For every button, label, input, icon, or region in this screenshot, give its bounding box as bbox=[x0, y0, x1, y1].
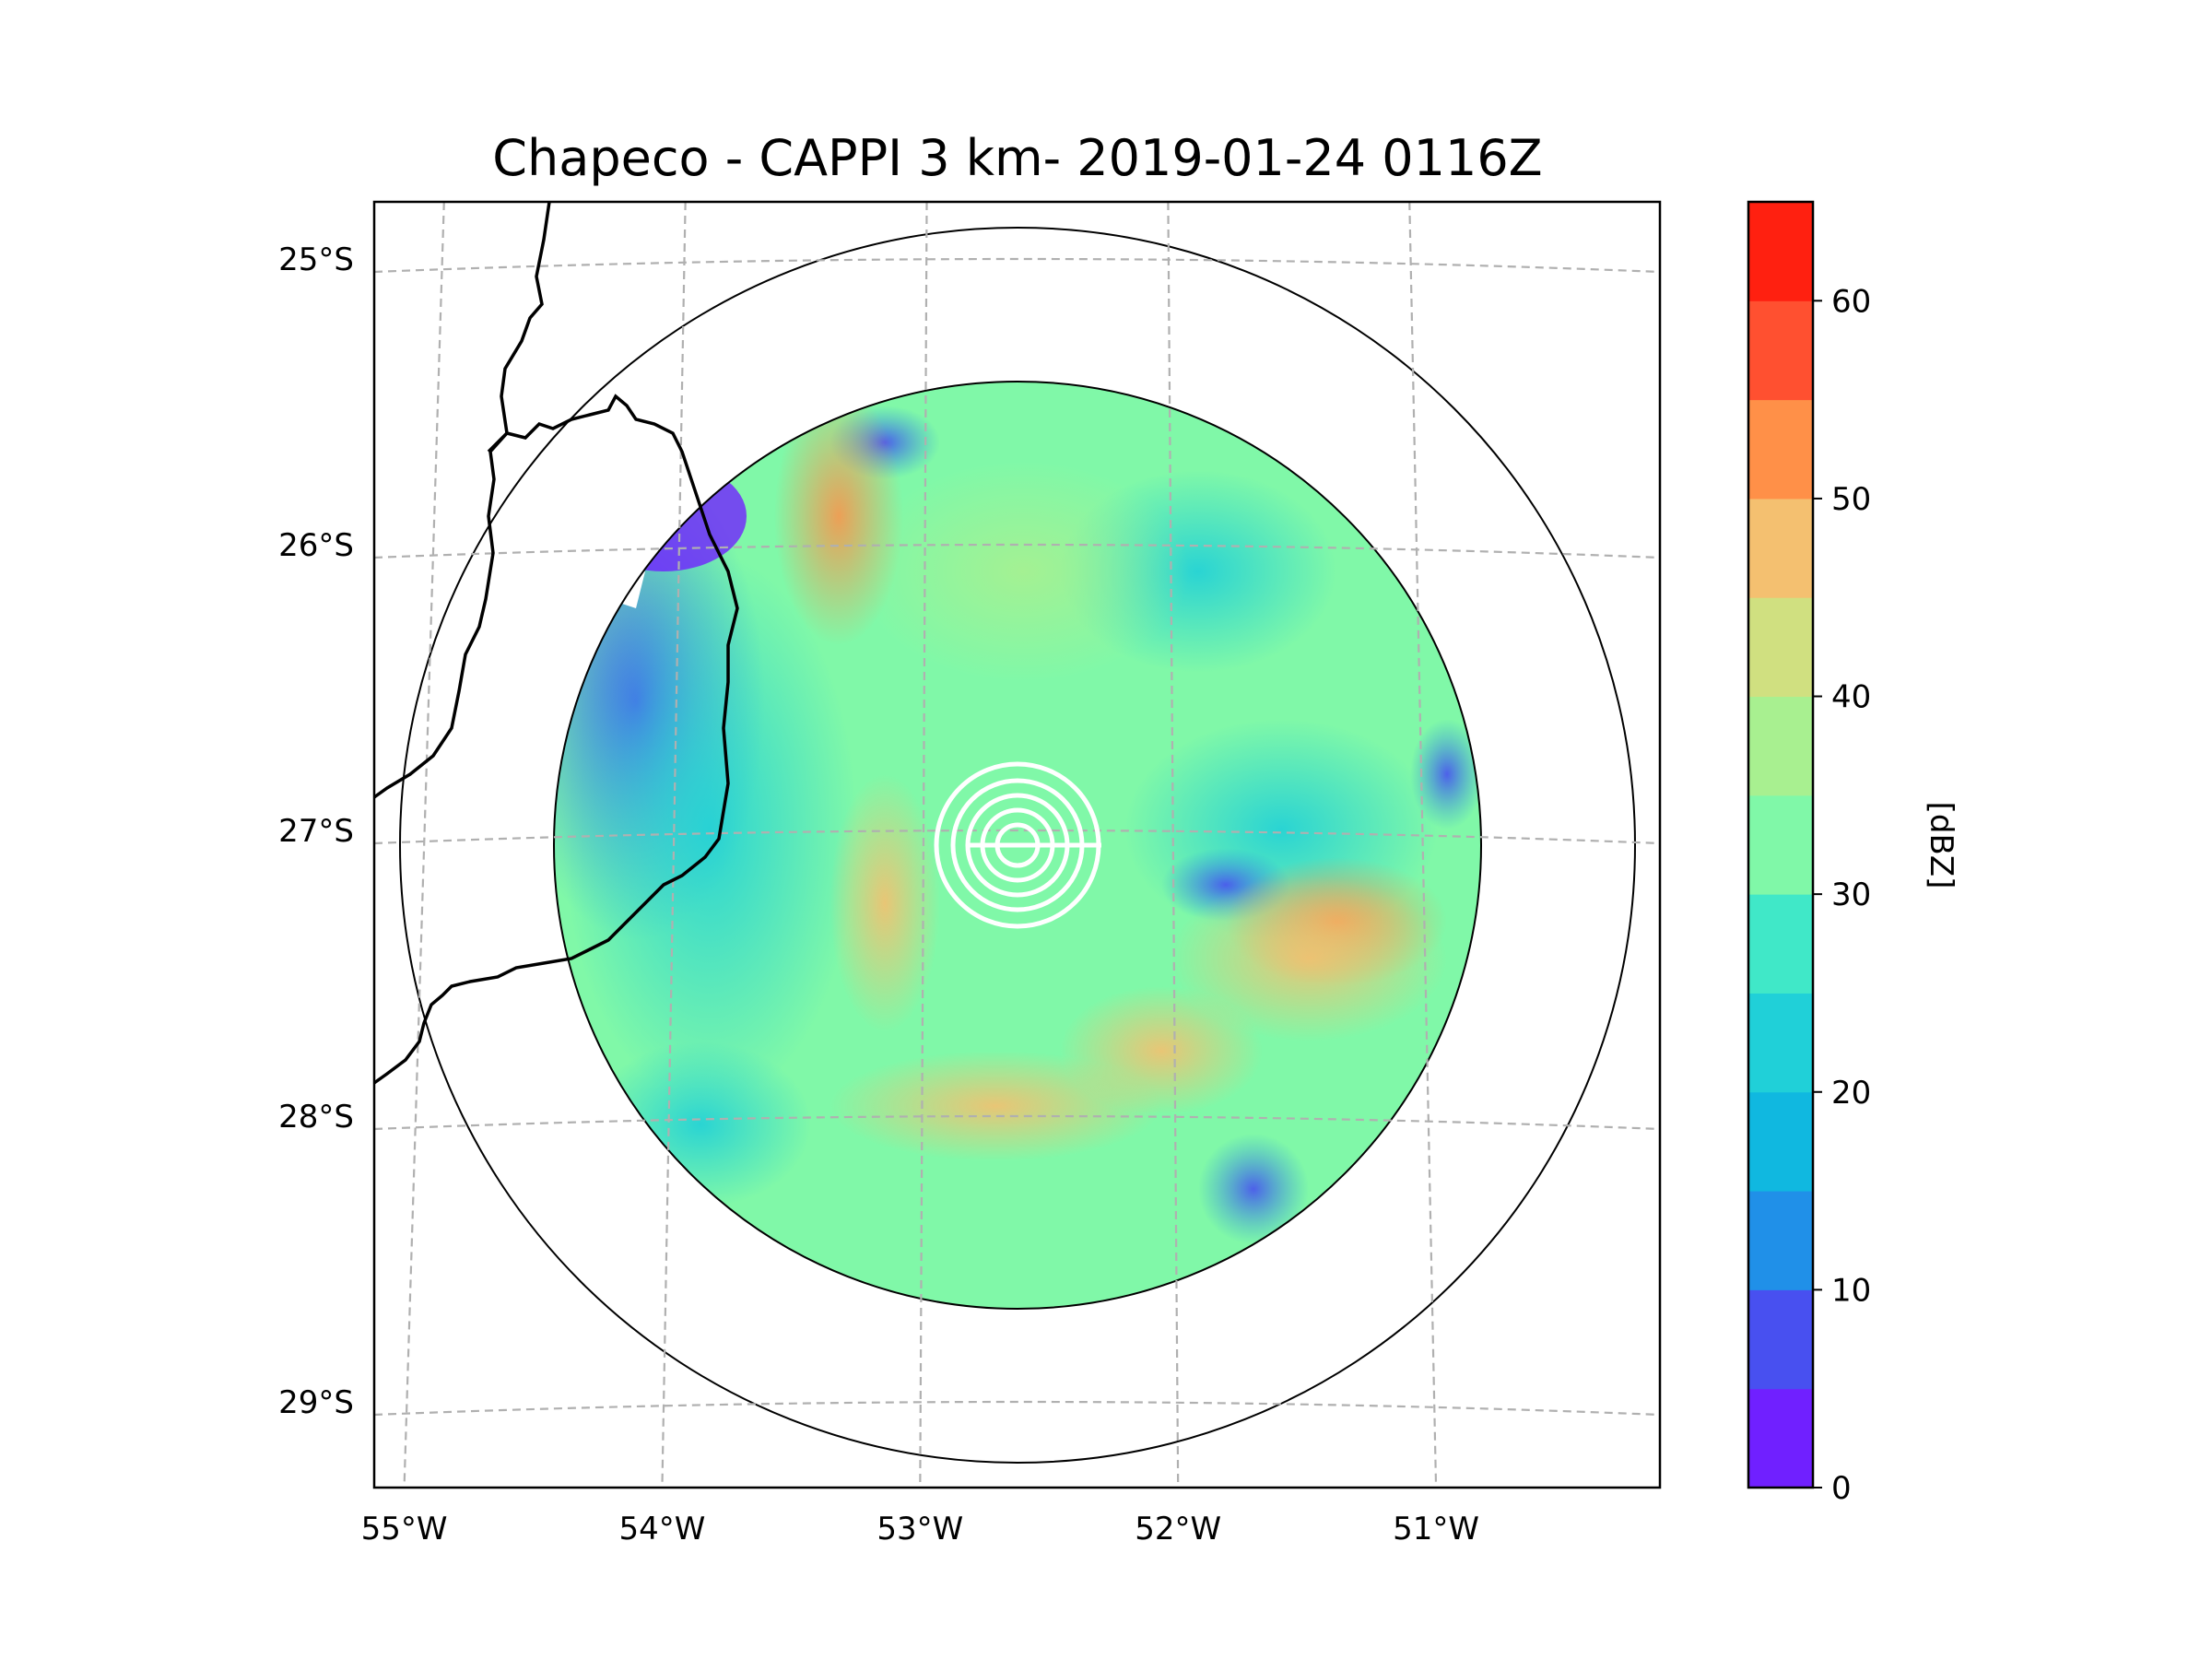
lat-gridline bbox=[374, 257, 1660, 274]
colorbar-tick-label: 0 bbox=[1831, 1470, 1852, 1507]
lon-gridline bbox=[1408, 202, 1438, 1488]
lon-tick-label: 55°W bbox=[361, 1511, 448, 1547]
colorbar-segments bbox=[1748, 202, 1813, 1488]
colorbar-segment bbox=[1748, 1091, 1813, 1192]
echo-band-west bbox=[830, 774, 940, 1032]
colorbar-tick-label: 20 bbox=[1831, 1075, 1871, 1112]
colorbar-segment bbox=[1748, 894, 1813, 994]
lon-tick-label: 52°W bbox=[1135, 1511, 1221, 1547]
colorbar-tick-label: 30 bbox=[1831, 877, 1871, 913]
colorbar-tick-label: 60 bbox=[1831, 283, 1871, 320]
colorbar-segment bbox=[1748, 300, 1813, 401]
inner-range-ring bbox=[553, 381, 1482, 1310]
lon-gridline bbox=[1167, 202, 1180, 1488]
lat-tick-label: 25°S bbox=[278, 241, 354, 278]
colorbar-tick-label: 50 bbox=[1831, 481, 1871, 518]
colorbar-segment bbox=[1748, 498, 1813, 598]
lon-gridline bbox=[403, 202, 445, 1488]
lat-tick-label: 27°S bbox=[278, 813, 354, 850]
lon-tick-label: 53°W bbox=[877, 1511, 963, 1547]
echo-band-east bbox=[1171, 876, 1447, 1041]
echo-band-nw-strong bbox=[774, 387, 903, 645]
lon-tick-label: 51°W bbox=[1393, 1511, 1479, 1547]
colorbar-segment bbox=[1748, 1191, 1813, 1290]
lon-tick-label: 54°W bbox=[619, 1511, 706, 1547]
outer-range-ring bbox=[399, 227, 1636, 1464]
border-line-santa-catarina bbox=[374, 394, 739, 1085]
lat-gridline bbox=[374, 543, 1660, 559]
colorbar: 0 10 20 30 40 50 60 [dBZ] bbox=[1747, 200, 1959, 1507]
echo-cell-south-weak bbox=[1198, 1134, 1309, 1244]
echo-cell-far-east-weak bbox=[1410, 719, 1481, 830]
colorbar-segment bbox=[1748, 794, 1813, 895]
colorbar-segment bbox=[1748, 399, 1813, 500]
colorbar-ticks: 0 10 20 30 40 50 60 bbox=[1813, 283, 1871, 1507]
longitude-tick-labels: 55°W 54°W 53°W 52°W 51°W bbox=[361, 1511, 1479, 1547]
graticule bbox=[374, 202, 1660, 1488]
map-plot-area bbox=[374, 202, 1660, 1488]
echo-cell-west-cyan bbox=[562, 553, 857, 1106]
colorbar-tick-label: 10 bbox=[1831, 1272, 1871, 1309]
echo-band-southeast bbox=[1060, 986, 1263, 1115]
latitude-tick-labels: 25°S 26°S 27°S 28°S 29°S bbox=[278, 241, 354, 1421]
colorbar-tick-label: 40 bbox=[1831, 679, 1871, 716]
radar-site-marker bbox=[934, 761, 1101, 929]
colorbar-segment bbox=[1748, 202, 1813, 301]
colorbar-segment bbox=[1748, 597, 1813, 698]
lat-tick-label: 29°S bbox=[278, 1384, 354, 1421]
lat-gridline bbox=[374, 829, 1660, 845]
colorbar-segment bbox=[1748, 696, 1813, 796]
colorbar-segment bbox=[1748, 1388, 1813, 1488]
lat-tick-label: 26°S bbox=[278, 527, 354, 564]
chart-title: Chapeco - CAPPI 3 km- 2019-01-24 0116Z bbox=[492, 129, 1542, 187]
map-axes-frame bbox=[372, 200, 1662, 1489]
lat-tick-label: 28°S bbox=[278, 1099, 354, 1135]
lon-gridline bbox=[661, 202, 687, 1488]
radar-ring-clutter bbox=[601, 548, 645, 608]
colorbar-frame bbox=[1747, 200, 1815, 1489]
colorbar-segment bbox=[1748, 993, 1813, 1093]
colorbar-label: [dBZ] bbox=[1923, 802, 1959, 889]
colorbar-segment bbox=[1748, 1289, 1813, 1390]
border-line-argentina bbox=[374, 202, 551, 799]
lon-gridline bbox=[919, 202, 928, 1488]
echo-cell-north-green bbox=[857, 461, 1189, 682]
lat-gridline bbox=[374, 1114, 1660, 1131]
lat-gridline bbox=[374, 1400, 1660, 1417]
